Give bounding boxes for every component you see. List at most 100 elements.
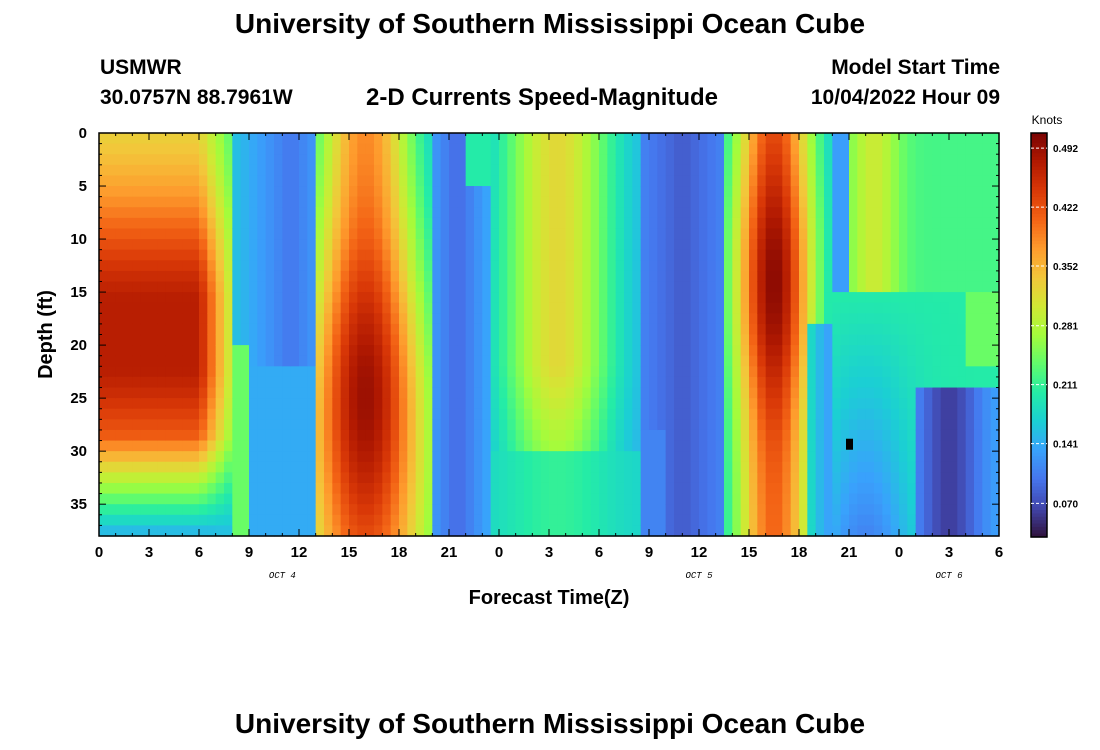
heatmap-cell bbox=[732, 154, 742, 166]
heatmap-cell bbox=[457, 334, 467, 346]
heatmap-cell bbox=[482, 196, 492, 208]
heatmap-cell bbox=[357, 260, 367, 272]
heatmap-cell bbox=[224, 408, 233, 420]
heatmap-cell bbox=[274, 525, 283, 537]
heatmap-cell bbox=[157, 154, 167, 166]
heatmap-cell bbox=[157, 196, 167, 208]
heatmap-cell bbox=[124, 525, 133, 537]
heatmap-cell bbox=[149, 239, 158, 251]
heatmap-cell bbox=[440, 281, 450, 293]
heatmap-cell bbox=[315, 270, 325, 283]
heatmap-cell bbox=[924, 429, 933, 442]
heatmap-cell bbox=[315, 408, 325, 420]
heatmap-cell bbox=[440, 355, 450, 367]
heatmap-cell bbox=[740, 281, 750, 293]
heatmap-cell bbox=[315, 228, 325, 240]
heatmap-cell bbox=[757, 239, 767, 251]
heatmap-cell bbox=[332, 207, 342, 219]
heatmap-cell bbox=[565, 249, 575, 261]
heatmap-cell bbox=[449, 419, 458, 431]
heatmap-cell bbox=[649, 461, 658, 473]
heatmap-cell bbox=[882, 270, 892, 283]
heatmap-cell bbox=[107, 217, 117, 230]
heatmap-cell bbox=[807, 239, 817, 251]
heatmap-cell bbox=[640, 175, 650, 187]
heatmap-cell bbox=[207, 376, 217, 389]
heatmap-cell bbox=[324, 334, 333, 346]
heatmap-cell bbox=[907, 196, 917, 208]
heatmap-cell bbox=[882, 387, 892, 399]
heatmap-cell bbox=[390, 292, 400, 304]
heatmap-cell bbox=[465, 440, 475, 452]
heatmap-cell bbox=[740, 429, 750, 442]
heatmap-cell bbox=[399, 281, 408, 293]
heatmap-cell bbox=[149, 270, 158, 283]
heatmap-cell bbox=[624, 419, 633, 431]
colorbar-label: 0.422 bbox=[1053, 203, 1078, 214]
heatmap-cell bbox=[674, 260, 683, 272]
colorbar-step bbox=[1031, 392, 1047, 397]
heatmap-cell bbox=[865, 228, 875, 240]
heatmap-cell bbox=[390, 323, 400, 336]
heatmap-cell bbox=[132, 175, 142, 187]
heatmap-cell bbox=[849, 323, 858, 336]
colorbar-step bbox=[1031, 274, 1047, 279]
heatmap-cell bbox=[374, 249, 383, 261]
heatmap-cell bbox=[757, 186, 767, 198]
heatmap-cell bbox=[540, 207, 550, 219]
heatmap-cell bbox=[690, 228, 700, 240]
heatmap-cell bbox=[957, 249, 967, 261]
heatmap-cell bbox=[490, 292, 500, 304]
heatmap-cell bbox=[182, 217, 192, 230]
heatmap-cell bbox=[874, 429, 883, 442]
heatmap-cell bbox=[265, 207, 275, 219]
heatmap-cell bbox=[457, 313, 467, 325]
heatmap-cell bbox=[832, 451, 842, 463]
heatmap-cell bbox=[990, 175, 1000, 187]
heatmap-cell bbox=[582, 260, 592, 272]
heatmap-cell bbox=[749, 461, 758, 473]
heatmap-cell bbox=[957, 419, 967, 431]
heatmap-cell bbox=[757, 355, 767, 367]
heatmap-cell bbox=[782, 355, 792, 367]
heatmap-cell bbox=[365, 440, 375, 452]
heatmap-cell bbox=[774, 408, 783, 420]
heatmap-cell bbox=[624, 408, 633, 420]
heatmap-cell bbox=[965, 249, 975, 261]
heatmap-cell bbox=[232, 451, 242, 463]
heatmap-cell bbox=[149, 260, 158, 272]
heatmap-cell bbox=[457, 207, 467, 219]
heatmap-cell bbox=[740, 323, 750, 336]
heatmap-cell bbox=[549, 270, 558, 283]
heatmap-cell bbox=[474, 164, 483, 177]
heatmap-cell bbox=[365, 376, 375, 389]
heatmap-cell bbox=[565, 334, 575, 346]
heatmap-cell bbox=[365, 345, 375, 357]
heatmap-cell bbox=[724, 482, 733, 495]
heatmap-cell bbox=[915, 154, 925, 166]
heatmap-cell bbox=[482, 345, 492, 357]
heatmap-cell bbox=[490, 387, 500, 399]
heatmap-cell bbox=[674, 408, 683, 420]
heatmap-cell bbox=[607, 514, 617, 526]
colorbar-step bbox=[1031, 260, 1047, 265]
heatmap-cell bbox=[732, 143, 742, 155]
heatmap-cell bbox=[765, 472, 775, 484]
heatmap-cell bbox=[240, 376, 250, 389]
heatmap-cell bbox=[782, 292, 792, 304]
heatmap-cell bbox=[332, 186, 342, 198]
heatmap-cell bbox=[215, 143, 225, 155]
heatmap-cell bbox=[190, 387, 200, 399]
heatmap-cell bbox=[949, 228, 958, 240]
heatmap-cell bbox=[507, 270, 517, 283]
heatmap-cell bbox=[349, 504, 358, 516]
heatmap-cell bbox=[932, 292, 942, 304]
colorbar-step bbox=[1031, 234, 1047, 238]
heatmap-cell bbox=[874, 164, 883, 177]
heatmap-cell bbox=[682, 175, 692, 187]
heatmap-cell bbox=[699, 451, 708, 463]
heatmap-cell bbox=[865, 270, 875, 283]
heatmap-cell bbox=[932, 461, 942, 473]
heatmap-cell bbox=[790, 504, 800, 516]
heatmap-cell bbox=[965, 260, 975, 272]
